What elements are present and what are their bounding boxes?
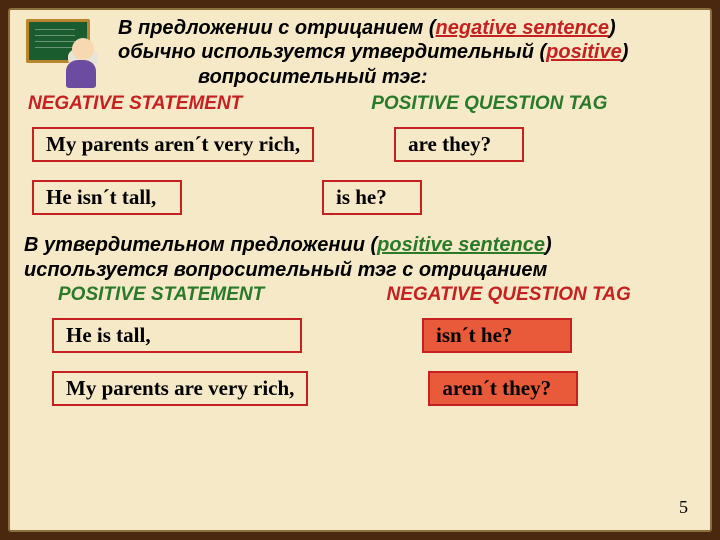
intro1-positive: positive (546, 41, 622, 63)
intro-text-1: В предложении с отрицанием (negative sen… (118, 16, 698, 89)
page-number: 5 (679, 497, 688, 518)
intro1-part1c: ) (609, 17, 616, 39)
label-negative-tag: NEGATIVE QUESTION TAG (369, 284, 698, 306)
section2-labels: POSITIVE STATEMENT NEGATIVE QUESTION TAG (22, 284, 698, 306)
statement-box: My parents are very rich, (52, 371, 308, 406)
intro-text-2: В утвердительном предложении (positive s… (22, 233, 698, 282)
tag-box: are they? (394, 127, 524, 162)
label-positive-tag: POSITIVE QUESTION TAG (353, 93, 698, 115)
intro1-part2a: обычно используется утвердительный ( (118, 41, 546, 63)
section2-rows: He is tall, isn´t he? My parents are ver… (22, 318, 698, 406)
intro1-line3: вопросительный тэг: (118, 66, 428, 88)
example-row-1: My parents aren´t very rich, are they? (22, 127, 698, 162)
statement-box: He is tall, (52, 318, 302, 353)
intro2-part1c: ) (545, 234, 552, 256)
example-row-4: My parents are very rich, aren´t they? (22, 371, 698, 406)
tag-box: is he? (322, 180, 422, 215)
teacher-illustration (18, 16, 108, 94)
example-row-2: He isn´t tall, is he? (22, 180, 698, 215)
example-row-3: He is tall, isn´t he? (22, 318, 698, 353)
section1-labels: NEGATIVE STATEMENT POSITIVE QUESTION TAG (22, 93, 698, 115)
label-negative-statement: NEGATIVE STATEMENT (22, 93, 353, 115)
intro2-line2: используется вопросительный тэг с отрица… (24, 259, 547, 281)
statement-box: My parents aren´t very rich, (32, 127, 314, 162)
tag-box: isn´t he? (422, 318, 572, 353)
tag-box: aren´t they? (428, 371, 578, 406)
intro2-positive: positive sentence (377, 234, 545, 256)
slide-frame: В предложении с отрицанием (negative sen… (8, 8, 712, 532)
intro1-part1: В предложении с отрицанием ( (118, 17, 436, 39)
intro1-part2c: ) (622, 41, 629, 63)
intro2-part1a: В утвердительном предложении ( (24, 234, 377, 256)
intro1-negative: negative sentence (436, 17, 609, 39)
professor-icon (62, 38, 104, 90)
statement-box: He isn´t tall, (32, 180, 182, 215)
label-positive-statement: POSITIVE STATEMENT (52, 284, 369, 306)
